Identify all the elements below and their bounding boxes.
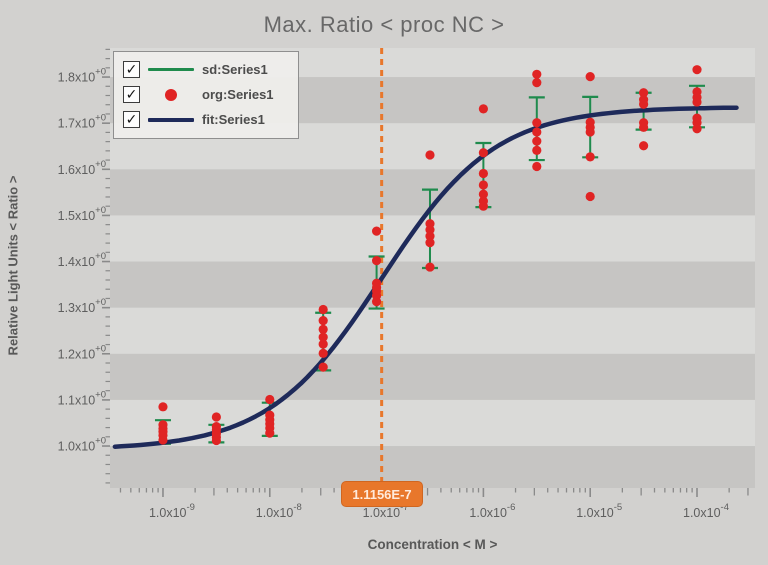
data-point (585, 127, 595, 137)
y-tick-label: 1.7x10+0 (58, 113, 106, 131)
legend-checkbox-fit[interactable]: ✓ (123, 111, 140, 128)
y-axis-ticks: 1.0x10+0 1.1x10+0 1.2x10+0 1.3x10+0 1.4x10+0… (58, 48, 110, 484)
legend-label-sd: sd:Series1 (202, 62, 268, 77)
data-point (639, 88, 649, 98)
y-axis-title: Relative Light Units < Ratio > (5, 175, 21, 356)
y-tick-label: 1.3x10+0 (58, 297, 106, 315)
data-point (265, 394, 275, 405)
legend-label-fit: fit:Series1 (202, 112, 265, 127)
x-axis-ticks: 1.0x10-9 1.0x10-8 1.0x10-7 1.0x10-6 1.0x10-5… (119, 488, 749, 520)
x-axis-title: Concentration < M > (367, 537, 498, 552)
y-tick-label: 1.2x10+0 (58, 343, 106, 361)
data-point (532, 118, 542, 128)
data-point (478, 189, 488, 199)
data-point (478, 201, 488, 211)
data-point (692, 124, 702, 134)
data-point (532, 136, 542, 146)
x-tick-label: 1.0x10-6 (469, 502, 515, 520)
data-point (318, 339, 328, 349)
legend-label-org: org:Series1 (202, 87, 274, 102)
band-dark (110, 353, 755, 400)
data-point (639, 99, 649, 109)
legend-sample-sd (140, 68, 202, 71)
data-point (425, 150, 435, 160)
data-point (425, 238, 435, 248)
data-point (585, 71, 595, 82)
x-tick-label: 1.0x10-5 (576, 502, 622, 520)
legend-item-org: ✓ org:Series1 (114, 82, 298, 107)
data-point (211, 412, 221, 422)
y-tick-label: 1.5x10+0 (58, 205, 106, 223)
fit-line-swatch (148, 117, 194, 122)
data-point (371, 226, 382, 236)
ec50-value: 1.1156E-7 (352, 486, 412, 502)
data-point (478, 168, 488, 179)
legend: ✓ sd:Series1 ✓ org:Series1 ✓ fit:Series1 (113, 51, 299, 139)
band-dark (110, 446, 755, 488)
data-point (371, 297, 382, 307)
sd-line-swatch (148, 68, 194, 71)
data-point (425, 231, 435, 241)
x-tick-label: 1.0x10-9 (149, 502, 195, 520)
data-point (425, 225, 435, 235)
data-point (318, 362, 328, 372)
y-tick-label: 1.0x10+0 (58, 436, 106, 454)
ec50-annotation: 1.1156E-7 (341, 481, 423, 507)
data-point (318, 304, 328, 315)
data-point (692, 97, 702, 107)
org-dot-swatch (165, 88, 177, 101)
legend-checkbox-org[interactable]: ✓ (123, 86, 140, 103)
data-point (318, 315, 328, 326)
y-tick-label: 1.4x10+0 (58, 251, 106, 269)
data-point (318, 332, 328, 342)
data-point (639, 122, 649, 132)
data-point (425, 262, 435, 272)
data-point (639, 141, 649, 151)
legend-item-sd: ✓ sd:Series1 (114, 57, 298, 82)
y-tick-label: 1.6x10+0 (58, 159, 106, 177)
data-point (532, 161, 542, 172)
data-point (265, 428, 275, 438)
legend-sample-org (140, 88, 202, 101)
data-point (532, 69, 542, 79)
data-point (532, 145, 542, 155)
data-point (158, 402, 168, 412)
data-point (692, 65, 702, 75)
data-point (532, 127, 542, 137)
data-point (371, 256, 382, 266)
data-point (318, 348, 328, 358)
data-point (478, 148, 488, 158)
legend-item-fit: ✓ fit:Series1 (114, 107, 298, 132)
x-tick-label: 1.0x10-4 (683, 502, 729, 520)
data-point (478, 180, 488, 190)
data-point (318, 324, 328, 334)
x-tick-label: 1.0x10-8 (256, 502, 302, 520)
data-point (532, 77, 542, 88)
legend-sample-fit (140, 117, 202, 122)
data-point (211, 435, 221, 446)
data-point (158, 435, 168, 445)
data-point (585, 152, 595, 162)
legend-checkbox-sd[interactable]: ✓ (123, 61, 140, 78)
data-point (478, 104, 488, 114)
org-points (158, 65, 702, 446)
y-tick-label: 1.1x10+0 (58, 389, 106, 407)
chart-title: Max. Ratio < proc NC > (263, 12, 505, 37)
y-tick-label: 1.8x10+0 (58, 67, 106, 85)
data-point (585, 191, 595, 202)
